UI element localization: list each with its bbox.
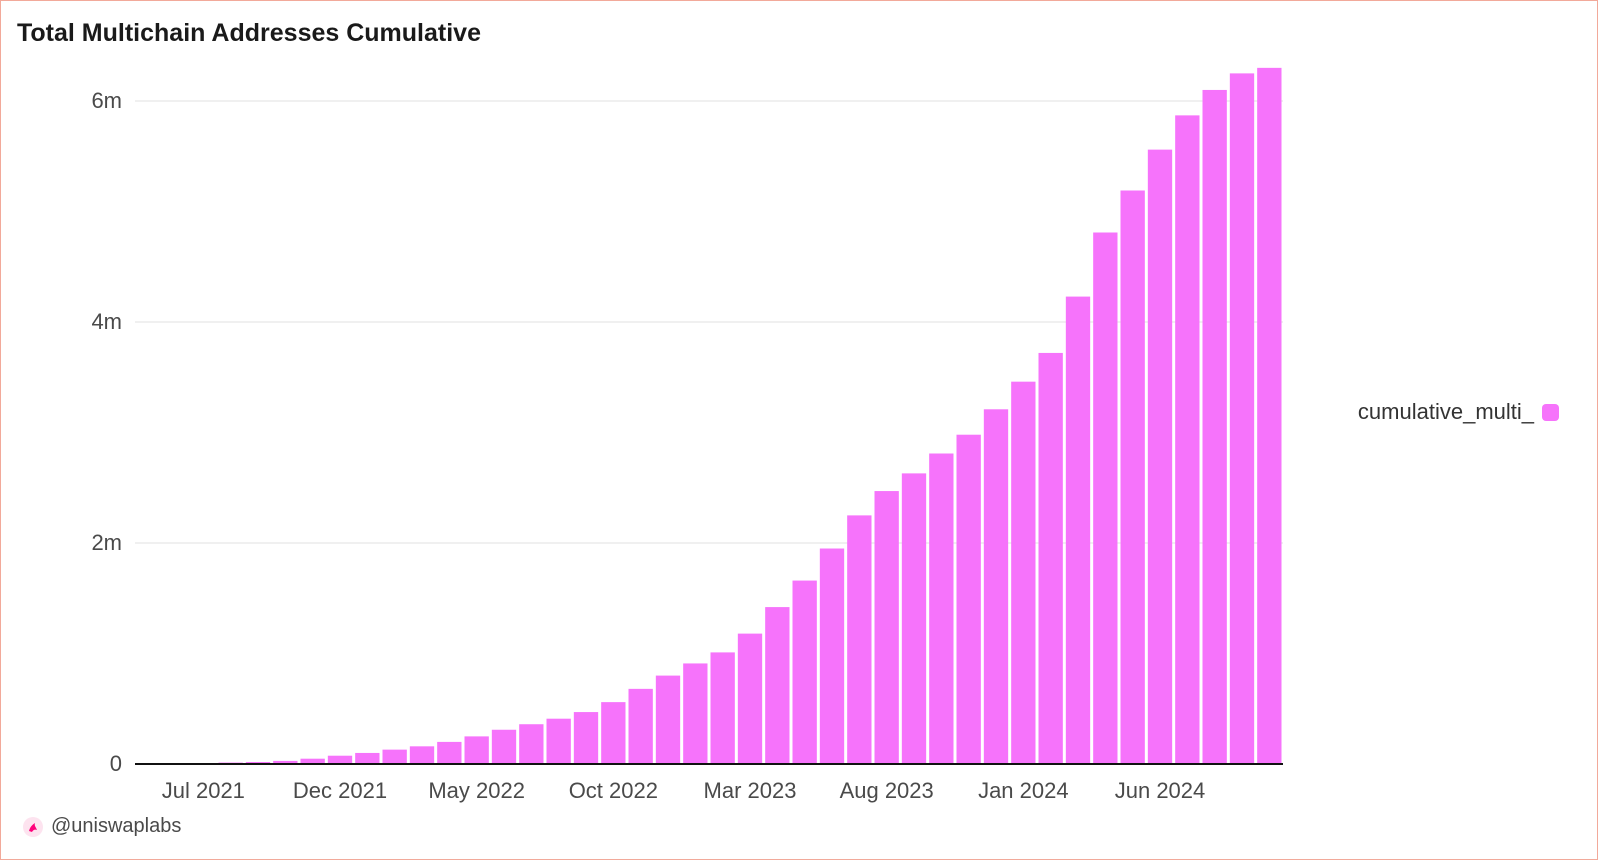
bar-2022-04[interactable]: [437, 741, 462, 764]
x-tick-label: Mar 2023: [704, 778, 797, 803]
bar-2024-02[interactable]: [1038, 352, 1063, 764]
watermark-text: @uniswaplabs: [51, 815, 182, 837]
bar-2022-08[interactable]: [546, 718, 571, 764]
bar-2023-01[interactable]: [683, 663, 708, 764]
x-tick-label: Jan 2024: [978, 778, 1069, 803]
bar-2023-07[interactable]: [847, 515, 872, 765]
gridlines: [135, 100, 1283, 544]
bar-2021-12[interactable]: [327, 755, 353, 764]
unicorn-icon: [23, 816, 43, 837]
bar-2024-09[interactable]: [1229, 73, 1255, 765]
legend-swatch: [1542, 403, 1559, 421]
bar-2023-05[interactable]: [792, 580, 817, 764]
bar-2022-12[interactable]: [655, 675, 681, 764]
bar-2022-11[interactable]: [628, 688, 653, 764]
bar-2023-04[interactable]: [765, 607, 790, 764]
bar-2022-07[interactable]: [519, 724, 544, 764]
bar-2021-10[interactable]: [273, 760, 298, 764]
x-tick-label: Oct 2022: [569, 778, 658, 803]
watermark: @uniswaplabs: [23, 815, 181, 838]
bar-2024-05[interactable]: [1120, 190, 1145, 765]
bar-2023-08[interactable]: [874, 491, 899, 764]
bar-2024-08[interactable]: [1202, 89, 1227, 764]
bar-2024-03[interactable]: [1065, 296, 1091, 764]
bar-2022-05[interactable]: [464, 736, 489, 765]
bars: [136, 67, 1282, 765]
x-tick-label: Jun 2024: [1115, 778, 1206, 803]
legend[interactable]: cumulative_multi_: [1358, 399, 1559, 425]
bar-2024-06[interactable]: [1147, 149, 1173, 764]
bar-2023-02[interactable]: [710, 652, 735, 764]
axes: 0 2m 4m 6m Jul 2021 Dec 2021 May 2022 Oct 2022 M…: [91, 88, 1283, 803]
bar-2023-12[interactable]: [983, 409, 1009, 764]
bar-2022-09[interactable]: [573, 712, 599, 764]
y-tick-label: 2m: [91, 530, 122, 555]
bar-2022-01[interactable]: [355, 752, 380, 764]
bar-2023-11[interactable]: [956, 434, 981, 764]
y-tick-label: 0: [110, 751, 122, 776]
bar-2024-07[interactable]: [1175, 115, 1200, 765]
bar-2023-09[interactable]: [901, 473, 927, 764]
bar-2024-01[interactable]: [1011, 381, 1036, 764]
legend-label: cumulative_multi_: [1357, 399, 1534, 424]
chart-title: Total Multichain Addresses Cumulative: [17, 19, 481, 47]
x-tick-label: May 2022: [428, 778, 525, 803]
y-tick-label: 6m: [91, 88, 122, 113]
bar-2021-11[interactable]: [300, 758, 325, 764]
bar-2022-06[interactable]: [491, 729, 517, 764]
x-tick-label: Jul 2021: [162, 778, 245, 803]
bar-2022-10[interactable]: [601, 702, 626, 764]
bar-2024-10[interactable]: [1257, 67, 1282, 765]
bar-2023-10[interactable]: [929, 453, 954, 765]
bar-2023-03[interactable]: [737, 633, 763, 764]
bar-2024-04[interactable]: [1093, 232, 1118, 765]
bar-2022-03[interactable]: [409, 746, 435, 764]
bar-2023-06[interactable]: [819, 548, 845, 764]
x-tick-label: Dec 2021: [293, 778, 387, 803]
y-tick-label: 4m: [91, 309, 122, 334]
bar-2022-02[interactable]: [382, 749, 407, 764]
x-tick-label: Aug 2023: [840, 778, 934, 803]
